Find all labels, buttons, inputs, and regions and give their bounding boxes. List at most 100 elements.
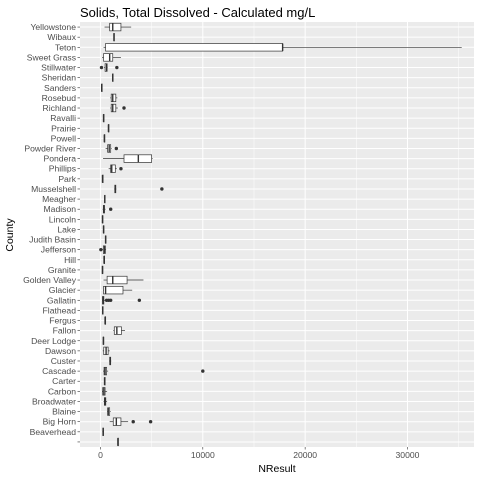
y-tick-label: Beaverhead bbox=[30, 427, 77, 437]
y-tick-label: Lincoln bbox=[49, 214, 76, 224]
box-jefferson bbox=[99, 245, 107, 254]
y-tick-label: Meagher bbox=[42, 194, 76, 204]
x-tick-label: 0 bbox=[98, 450, 103, 460]
x-tick-label: 10000 bbox=[191, 450, 215, 460]
outlier-point bbox=[160, 187, 164, 191]
y-tick-label: Jefferson bbox=[41, 245, 76, 255]
grid-lines bbox=[80, 22, 474, 447]
box-park bbox=[101, 174, 104, 183]
box-fallon bbox=[113, 326, 126, 335]
y-tick-label: Powder River bbox=[24, 143, 76, 153]
box-madison bbox=[102, 205, 113, 214]
box-body bbox=[110, 93, 117, 103]
y-tick-label: Fallon bbox=[53, 326, 77, 336]
box-unlabeled bbox=[117, 437, 119, 447]
outlier-point bbox=[131, 420, 135, 424]
y-tick-label: Sheridan bbox=[42, 73, 77, 83]
chart-title: Solids, Total Dissolved - Calculated mg/… bbox=[80, 5, 315, 20]
box-glacier bbox=[103, 286, 133, 295]
y-tick-label: Madison bbox=[44, 204, 77, 214]
box-custer bbox=[109, 356, 112, 366]
y-tick-label: Deer Lodge bbox=[31, 336, 76, 346]
box-body bbox=[113, 326, 122, 335]
box-powder-river bbox=[105, 144, 119, 153]
outlier-point bbox=[99, 247, 103, 252]
box-body bbox=[106, 275, 128, 285]
box-teton bbox=[103, 43, 462, 52]
box-stillwater bbox=[99, 63, 119, 72]
box-body bbox=[103, 286, 124, 295]
box-wibaux bbox=[113, 33, 115, 42]
box-carbon bbox=[102, 387, 108, 396]
box-body bbox=[105, 43, 283, 52]
outlier-point bbox=[148, 420, 153, 424]
box-sheridan bbox=[112, 73, 114, 82]
y-tick-label: Lake bbox=[57, 224, 76, 234]
box-judith-basin bbox=[104, 235, 107, 244]
y-tick-label: Carbon bbox=[48, 386, 76, 396]
box-body bbox=[103, 53, 114, 62]
y-tick-label: Phillips bbox=[49, 164, 76, 174]
x-tick-label: 20000 bbox=[293, 450, 317, 460]
y-tick-label: Sanders bbox=[44, 83, 76, 93]
x-tick-label: 30000 bbox=[396, 450, 420, 460]
box-big-horn bbox=[109, 417, 153, 426]
box-body bbox=[112, 417, 122, 426]
outlier-point bbox=[122, 106, 126, 110]
box-golden-valley bbox=[103, 275, 144, 285]
y-tick-label: Fergus bbox=[49, 316, 76, 326]
box-fergus bbox=[104, 316, 107, 325]
outlier-point bbox=[115, 65, 119, 70]
y-tick-label: Big Horn bbox=[43, 417, 77, 427]
box-body bbox=[109, 22, 122, 32]
y-tick-label: Judith Basin bbox=[29, 235, 76, 245]
box-beaverhead bbox=[102, 427, 104, 436]
outlier-point bbox=[99, 65, 104, 70]
y-tick-label: Flathead bbox=[43, 305, 77, 315]
y-tick-label: Richland bbox=[43, 103, 77, 113]
box-richland bbox=[110, 103, 126, 113]
box-meagher bbox=[104, 194, 106, 204]
x-axis-label: NResult bbox=[258, 463, 295, 475]
outlier-point bbox=[109, 207, 113, 211]
y-tick-label: Sweet Grass bbox=[27, 52, 76, 62]
box-powell bbox=[103, 134, 106, 143]
y-tick-label: Custer bbox=[51, 356, 76, 366]
y-tick-label: Broadwater bbox=[32, 396, 76, 406]
box-lake bbox=[102, 225, 105, 234]
y-tick-label: Ravalli bbox=[50, 113, 76, 123]
y-tick-label: Carter bbox=[52, 376, 76, 386]
y-tick-label: Gallatin bbox=[47, 295, 76, 305]
y-tick-label: Blaine bbox=[52, 407, 76, 417]
outlier-point bbox=[201, 369, 205, 373]
box-series bbox=[99, 22, 462, 447]
box-broadwater bbox=[103, 397, 108, 406]
box-sanders bbox=[100, 83, 103, 92]
y-tick-label: Dawson bbox=[45, 346, 76, 356]
box-hill bbox=[103, 255, 105, 264]
box-dawson bbox=[102, 346, 110, 356]
box-sweet-grass bbox=[102, 53, 121, 62]
y-tick-label: Wibaux bbox=[47, 32, 76, 42]
y-tick-label: Golden Valley bbox=[23, 275, 77, 285]
box-granite bbox=[101, 265, 104, 275]
box-body bbox=[110, 103, 117, 113]
box-ravalli bbox=[102, 113, 105, 123]
box-cascade bbox=[103, 366, 205, 376]
y-axis-label: County bbox=[4, 218, 16, 252]
box-flathead bbox=[102, 306, 104, 315]
outlier-point bbox=[114, 146, 119, 151]
box-rosebud bbox=[110, 93, 118, 103]
y-tick-label: Prairie bbox=[51, 123, 76, 133]
box-carter bbox=[103, 377, 106, 386]
y-tick-label: Pondera bbox=[44, 154, 77, 164]
box-phillips bbox=[108, 164, 123, 173]
box-blaine bbox=[107, 407, 111, 416]
y-tick-label: Hill bbox=[64, 255, 76, 265]
y-tick-label: Cascade bbox=[42, 366, 76, 376]
box-body bbox=[110, 164, 116, 173]
y-tick-label: Rosebud bbox=[42, 93, 77, 103]
y-tick-label: Stillwater bbox=[41, 63, 76, 73]
